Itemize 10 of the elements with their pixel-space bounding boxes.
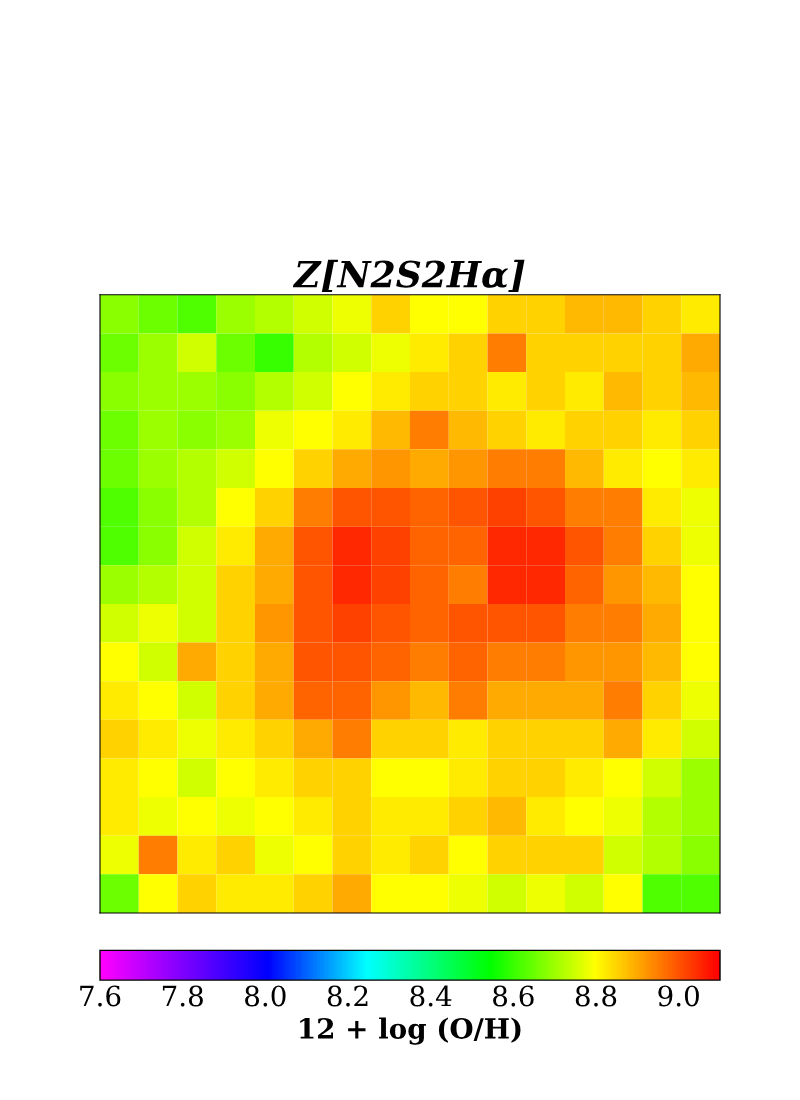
color-bar-label: 8.4 [410,985,452,1007]
color-bar-label: 8.8 [575,985,617,1007]
color-bar-label: 8.0 [245,985,286,1007]
chart-title: Z[N2S2Hα] [292,259,525,293]
color-bar-title: 12 + log (O/H) [300,1017,521,1045]
color-bar-label: 8.6 [493,985,534,1007]
color-bar-label: 7.8 [162,985,203,1007]
color-bar-label: 9.0 [658,985,699,1007]
color-bar-label: 7.6 [80,985,121,1007]
color-bar-label: 8.2 [327,985,368,1007]
